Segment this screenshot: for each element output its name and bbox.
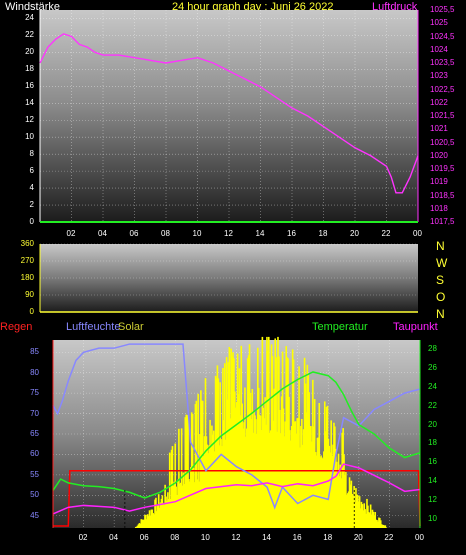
bottom-x-tick: 04	[109, 533, 119, 542]
pressure-y-tick: 1022	[430, 97, 448, 107]
sun-rise-label: Sun Rise	[106, 501, 140, 510]
pressure-axis-label: Luftdruck	[372, 1, 418, 13]
bottom-x-tick: 14	[262, 533, 271, 542]
legend-taupunkt: Taupunkt	[393, 321, 438, 333]
pressure-y-tick: 1024	[430, 44, 448, 54]
top-x-tick: 18	[318, 229, 328, 238]
bottom-x-tick: 10	[200, 533, 210, 542]
humidity-y-tick: 45	[30, 510, 39, 520]
legend-temperatur: Temperatur	[312, 321, 368, 333]
humidity-y-tick: 80	[30, 367, 39, 377]
temperature-y-tick: 24	[428, 382, 437, 391]
sun-set-label: Sun Set	[356, 501, 385, 510]
top-x-tick: 16	[287, 229, 296, 238]
top-x-tick: 06	[129, 229, 139, 238]
direction-y-tick: 270	[20, 256, 34, 265]
direction-y-tick: 180	[20, 273, 34, 282]
temperature-y-tick: 10	[428, 513, 437, 523]
wind-y-tick: 16	[25, 81, 34, 91]
top-x-tick: 12	[224, 229, 233, 238]
humidity-y-tick: 60	[30, 449, 39, 459]
direction-y-tick: 90	[25, 290, 34, 299]
direction-letter: N	[436, 239, 445, 253]
wind-y-tick: 4	[29, 183, 34, 193]
wind-y-tick: 18	[25, 64, 34, 74]
wind-y-tick: 10	[25, 132, 34, 142]
temperature-y-tick: 12	[428, 494, 437, 504]
pressure-y-tick: 1021,5	[430, 111, 455, 120]
legend-luftfeuchte: Luftfeuchte	[66, 321, 121, 333]
top-x-tick: 22	[381, 229, 391, 238]
pressure-y-tick: 1018	[430, 203, 448, 213]
top-x-tick: 00	[413, 229, 422, 238]
pressure-y-tick: 1017,5	[430, 217, 455, 226]
chart-title: 24 hour graph day : Juni 26 2022	[172, 1, 334, 13]
direction-y-tick: 0	[29, 307, 34, 316]
legend-solar: Solar	[118, 321, 144, 333]
humidity-y-tick: 75	[30, 388, 39, 398]
temperature-y-tick: 14	[428, 476, 437, 485]
pressure-y-tick: 1019	[430, 177, 448, 187]
bottom-x-tick: 02	[78, 533, 88, 542]
pressure-y-tick: 1019,5	[430, 164, 455, 173]
bottom-x-tick: 08	[170, 533, 180, 542]
wind-y-tick: 22	[25, 30, 34, 40]
temperature-y-tick: 18	[428, 438, 437, 448]
pressure-y-tick: 1023	[430, 71, 448, 81]
wind-y-tick: 6	[29, 166, 34, 176]
wind-y-tick: 20	[25, 47, 34, 57]
bottom-x-tick: 18	[323, 533, 333, 542]
pressure-y-tick: 1020	[430, 150, 448, 160]
wind-y-tick: 14	[25, 98, 34, 108]
pressure-y-tick: 1025,5	[430, 5, 455, 14]
direction-letter: W	[436, 256, 448, 270]
temperature-y-tick: 22	[428, 400, 437, 410]
direction-y-tick: 360	[20, 239, 34, 248]
pressure-y-tick: 1020,5	[430, 137, 455, 147]
top-x-tick: 20	[350, 229, 359, 238]
top-x-tick: 14	[255, 229, 265, 238]
wind-y-tick: 0	[29, 217, 34, 226]
wind-y-tick: 12	[25, 115, 34, 125]
direction-letter: N	[436, 307, 445, 321]
temperature-y-tick: 20	[428, 419, 437, 429]
direction-letter: O	[436, 290, 446, 304]
top-x-tick: 02	[66, 229, 76, 238]
bottom-x-tick: 06	[139, 533, 149, 542]
bottom-x-tick: 12	[231, 533, 241, 542]
pressure-y-tick: 1021	[430, 124, 448, 134]
humidity-y-tick: 55	[30, 469, 39, 479]
humidity-y-tick: 85	[30, 347, 39, 357]
bottom-x-tick: 16	[292, 533, 302, 542]
temperature-y-tick: 16	[428, 457, 437, 467]
humidity-y-tick: 70	[30, 408, 39, 418]
wind-y-tick: 2	[29, 200, 34, 210]
pressure-y-tick: 1023,5	[430, 58, 455, 67]
humidity-y-tick: 65	[30, 429, 39, 438]
wind-axis-label: Windstärke	[5, 1, 61, 13]
top-x-tick: 10	[192, 229, 202, 238]
bottom-x-tick: 00	[415, 533, 424, 542]
pressure-y-tick: 1022,5	[430, 84, 455, 94]
pressure-y-tick: 1025	[430, 18, 448, 28]
legend-regen: Regen	[0, 321, 33, 333]
pressure-line	[39, 33, 419, 194]
temperature-y-tick: 26	[428, 363, 437, 373]
pressure-y-tick: 1018,5	[430, 190, 455, 200]
bottom-x-tick: 22	[384, 533, 394, 542]
wind-y-tick: 8	[29, 149, 34, 159]
temperature-y-tick: 28	[428, 344, 437, 354]
top-x-tick: 04	[98, 229, 107, 238]
direction-letter: S	[436, 273, 445, 287]
bottom-x-tick: 20	[353, 533, 363, 542]
pressure-y-tick: 1024,5	[430, 31, 455, 41]
top-x-tick: 08	[161, 229, 170, 238]
humidity-y-tick: 50	[30, 490, 39, 500]
wind-y-tick: 24	[25, 13, 34, 23]
